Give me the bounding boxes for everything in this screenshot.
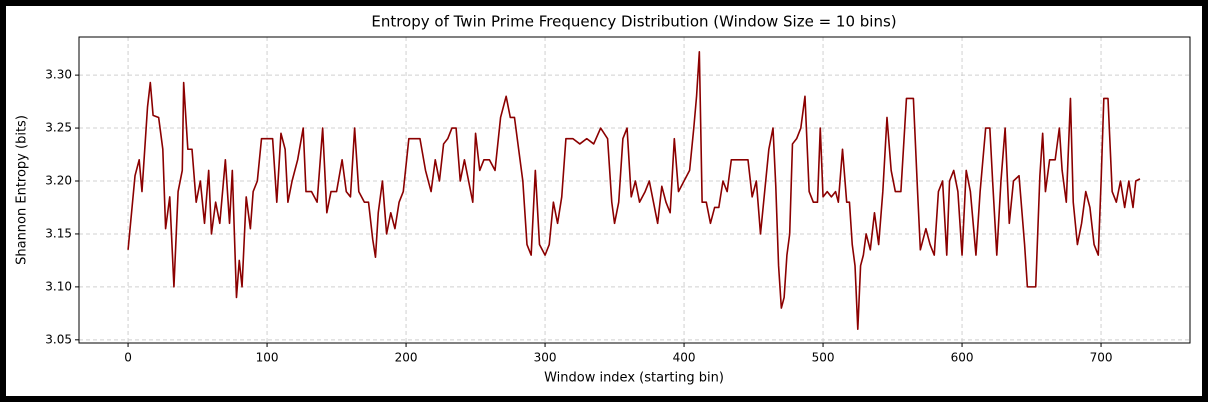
x-tick-label: 0	[124, 351, 132, 365]
x-tick-label: 400	[673, 351, 696, 365]
chart-title: Entropy of Twin Prime Frequency Distribu…	[371, 13, 896, 31]
x-tick-label: 700	[1090, 351, 1113, 365]
x-tick-label: 200	[395, 351, 418, 365]
y-tick-label: 3.25	[45, 121, 72, 135]
y-tick-label: 3.20	[45, 174, 72, 188]
x-axis-label: Window index (starting bin)	[544, 371, 724, 386]
y-tick-label: 3.15	[45, 226, 72, 240]
y-tick-label: 3.10	[45, 279, 72, 293]
x-tick-label: 500	[812, 351, 835, 365]
x-tick-label: 100	[256, 351, 279, 365]
y-axis-label: Shannon Entropy (bits)	[15, 115, 30, 265]
plot-frame	[78, 36, 1191, 344]
y-tick-label: 3.05	[45, 332, 72, 346]
y-tick-label: 3.30	[45, 68, 72, 82]
data-line	[127, 51, 1141, 331]
x-tick-label: 600	[951, 351, 974, 365]
figure-background	[6, 6, 1202, 396]
x-tick-label: 300	[534, 351, 557, 365]
